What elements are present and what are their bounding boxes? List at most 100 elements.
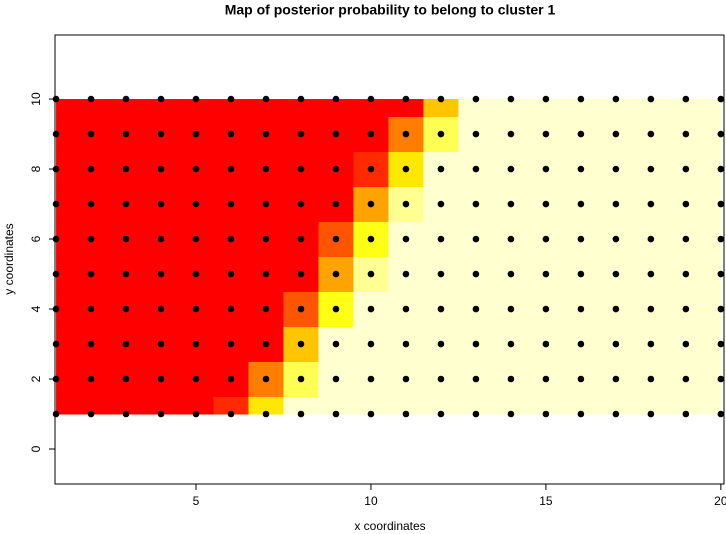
grid-point <box>157 305 165 313</box>
grid-point <box>157 270 165 278</box>
y-tick-label: 0 <box>29 445 43 452</box>
heat-cell <box>493 396 529 415</box>
grid-point <box>227 410 235 418</box>
grid-point <box>297 165 305 173</box>
grid-point <box>297 235 305 243</box>
heat-cell <box>213 396 249 415</box>
grid-point <box>122 340 130 348</box>
grid-point <box>437 270 445 278</box>
grid-point <box>437 95 445 103</box>
x-axis-label: x coordinates <box>354 519 425 533</box>
grid-point <box>472 95 480 103</box>
grid-point <box>192 165 200 173</box>
heat-cell <box>143 99 180 118</box>
grid-point <box>332 375 340 383</box>
grid-point <box>472 130 480 138</box>
heat-cell <box>423 99 459 118</box>
grid-point <box>507 130 515 138</box>
grid-point <box>577 235 585 243</box>
grid-point <box>367 95 375 103</box>
grid-point <box>192 410 200 418</box>
grid-point <box>227 95 235 103</box>
grid-point <box>122 95 130 103</box>
grid-point <box>262 165 270 173</box>
grid-point <box>52 165 60 173</box>
grid-point <box>227 165 235 173</box>
grid-point <box>577 130 585 138</box>
heat-cell <box>56 186 75 223</box>
grid-point <box>402 200 410 208</box>
grid-point <box>542 95 550 103</box>
grid-point <box>52 340 60 348</box>
heat-cell <box>703 326 722 363</box>
grid-point <box>192 305 200 313</box>
grid-point <box>87 340 95 348</box>
grid-point <box>507 270 515 278</box>
grid-point <box>332 305 340 313</box>
grid-point <box>402 235 410 243</box>
heat-cell <box>633 99 669 118</box>
grid-point <box>507 410 515 418</box>
grid-point <box>717 95 725 103</box>
grid-point <box>472 375 480 383</box>
grid-point <box>577 200 585 208</box>
heat-cell <box>563 99 599 118</box>
grid-point <box>682 165 690 173</box>
heat-cell <box>703 186 722 223</box>
grid-point <box>157 200 165 208</box>
grid-point <box>717 305 725 313</box>
heat-cell <box>178 396 215 415</box>
grid-point <box>647 270 655 278</box>
grid-point <box>157 375 165 383</box>
heat-cell <box>213 99 249 118</box>
heat-cell <box>703 396 722 415</box>
grid-point <box>157 130 165 138</box>
grid-point <box>717 410 725 418</box>
heat-cell <box>73 99 110 118</box>
grid-point <box>332 410 340 418</box>
grid-point <box>577 305 585 313</box>
heat-cell <box>178 99 215 118</box>
grid-point <box>367 235 375 243</box>
heat-cell <box>528 396 564 415</box>
grid-point <box>122 305 130 313</box>
grid-point <box>157 235 165 243</box>
grid-point <box>577 340 585 348</box>
grid-point <box>157 95 165 103</box>
grid-point <box>87 130 95 138</box>
grid-point <box>612 270 620 278</box>
grid-point <box>332 95 340 103</box>
grid-point <box>87 235 95 243</box>
grid-point <box>437 410 445 418</box>
grid-point <box>227 130 235 138</box>
heat-cell <box>143 396 180 415</box>
heat-cell <box>56 361 75 398</box>
grid-point <box>122 165 130 173</box>
grid-point <box>192 340 200 348</box>
grid-point <box>437 130 445 138</box>
grid-point <box>472 235 480 243</box>
heat-cell <box>598 99 634 118</box>
heat-cell <box>703 291 722 328</box>
grid-point <box>612 200 620 208</box>
grid-point <box>402 130 410 138</box>
grid-point <box>682 235 690 243</box>
x-tick-label: 15 <box>539 494 553 508</box>
grid-point <box>682 270 690 278</box>
heat-cell <box>388 396 424 415</box>
grid-point <box>52 95 60 103</box>
heat-cell <box>703 151 722 188</box>
x-tick-label: 10 <box>364 494 378 508</box>
grid-point <box>577 165 585 173</box>
grid-point <box>507 235 515 243</box>
grid-point <box>367 200 375 208</box>
grid-point <box>192 270 200 278</box>
grid-point <box>647 165 655 173</box>
grid-point <box>297 340 305 348</box>
grid-point <box>87 270 95 278</box>
grid-point <box>717 375 725 383</box>
grid-point <box>507 305 515 313</box>
grid-point <box>122 410 130 418</box>
heat-cell <box>703 116 722 153</box>
